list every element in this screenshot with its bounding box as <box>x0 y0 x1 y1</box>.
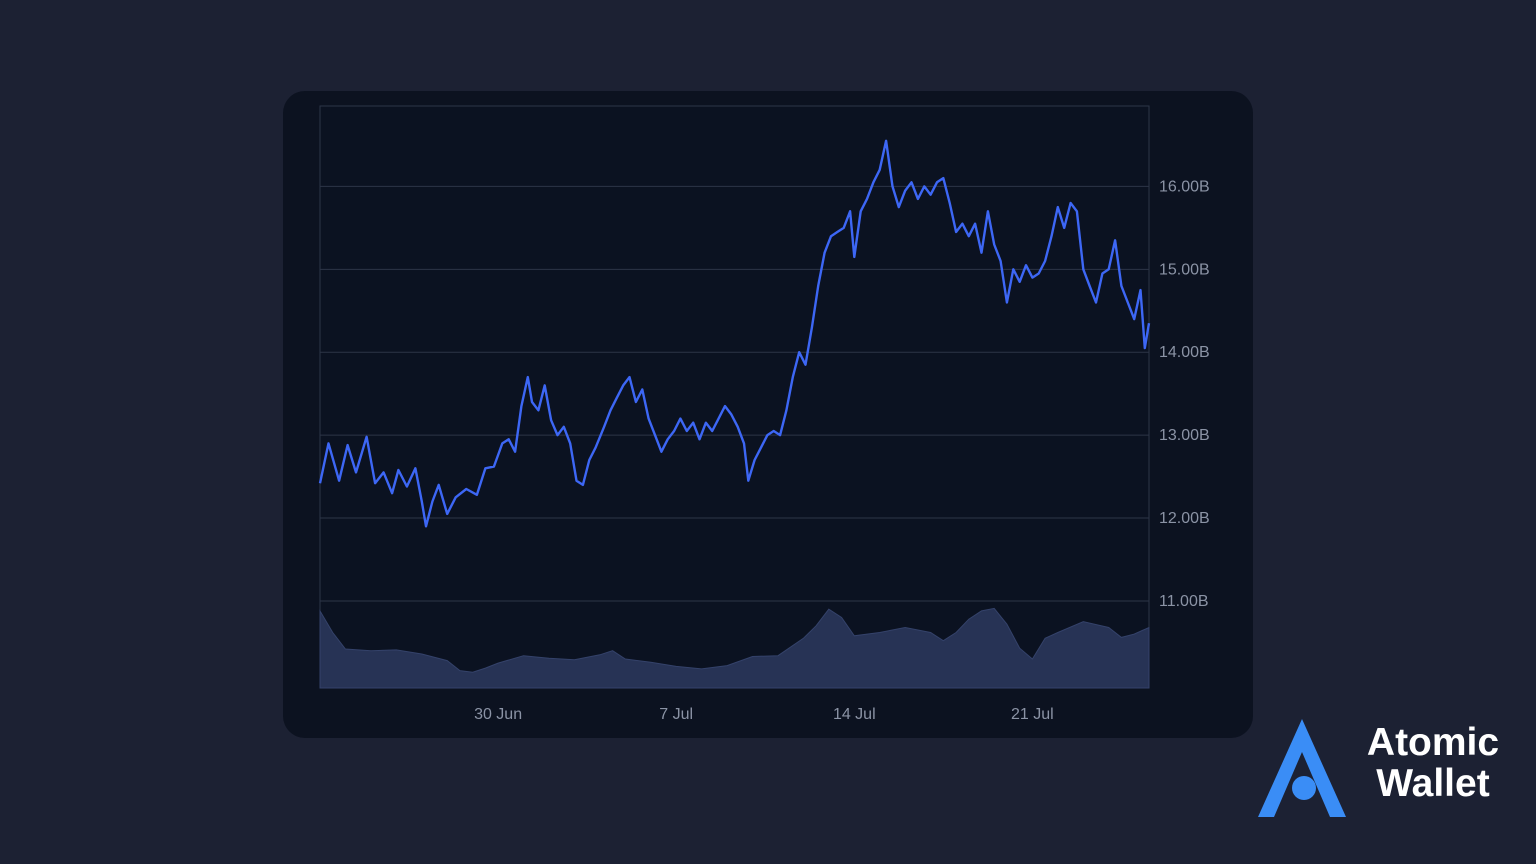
y-tick-label: 13.00B <box>1159 427 1210 444</box>
y-tick-label: 12.00B <box>1159 510 1210 527</box>
x-tick-label: 14 Jul <box>833 706 876 723</box>
atomic-logo-icon <box>1258 719 1346 817</box>
y-tick-label: 15.00B <box>1159 261 1210 278</box>
x-tick-label: 7 Jul <box>659 706 693 723</box>
y-tick-label: 16.00B <box>1159 178 1210 195</box>
y-tick-label: 14.00B <box>1159 344 1210 361</box>
market-cap-chart: 11.00B 12.00B 13.00B 14.00B 15.00B 16.00B 30 J… <box>318 105 1210 723</box>
brand-line-2: Wallet <box>1376 762 1490 805</box>
x-tick-label: 21 Jul <box>1011 706 1054 723</box>
price-line <box>318 139 1151 528</box>
x-tick-label: 30 Jun <box>474 706 522 723</box>
plot-area <box>319 105 1150 689</box>
volume-area <box>319 607 1150 689</box>
brand-name: Atomic Wallet <box>1358 722 1508 804</box>
chart-card: 11.00B 12.00B 13.00B 14.00B 15.00B 16.00B 30 J… <box>283 91 1253 738</box>
atomic-wallet-brand: Atomic Wallet <box>1252 716 1512 826</box>
brand-line-1: Atomic <box>1366 721 1500 764</box>
y-tick-label: 11.00B <box>1159 593 1209 610</box>
